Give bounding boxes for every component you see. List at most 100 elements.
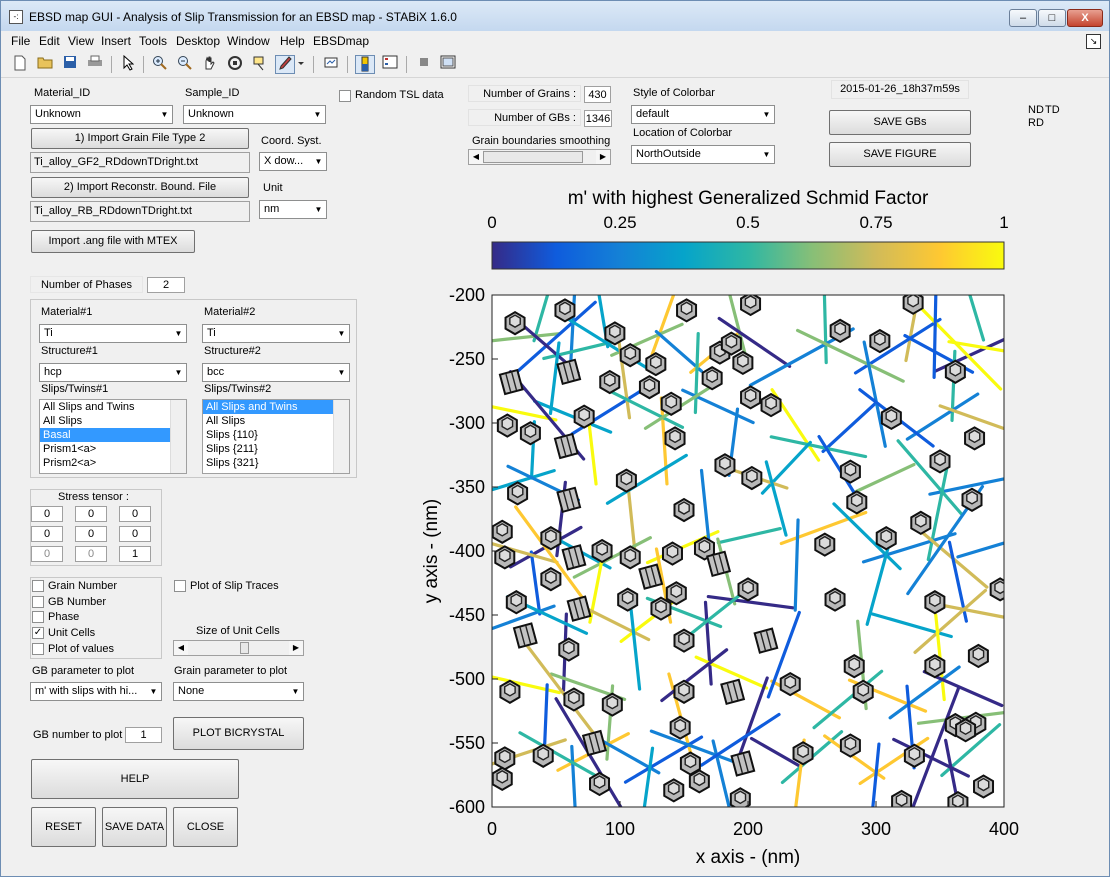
colorbar-style-select[interactable]: default ▼ [631, 105, 775, 124]
stress-cell[interactable]: 0 [75, 526, 107, 542]
gb-smoothing-slider[interactable]: ◀ ▶ [468, 149, 611, 165]
zoom-out-icon[interactable] [175, 55, 195, 74]
link-plot-icon[interactable] [321, 55, 341, 74]
menu-edit[interactable]: Edit [39, 34, 60, 48]
menu-ebsdmap[interactable]: EBSDmap [313, 34, 370, 48]
open-folder-icon[interactable] [35, 55, 55, 74]
unit-cell-size-slider[interactable]: ◀ ▶ [173, 640, 304, 656]
material-id-select[interactable]: Unknown ▼ [30, 105, 173, 124]
pan-hand-icon[interactable] [200, 55, 220, 74]
save-gbs-button[interactable]: SAVE GBs [829, 110, 971, 135]
chevron-right-icon[interactable]: ▶ [596, 150, 610, 164]
material1-select[interactable]: Ti ▼ [39, 324, 187, 343]
menu-desktop[interactable]: Desktop [176, 34, 221, 48]
stress-cell[interactable]: 0 [31, 526, 63, 542]
grain-number-checkbox[interactable] [32, 580, 44, 592]
rotate-3d-icon[interactable] [225, 55, 245, 74]
data-cursor-icon[interactable] [250, 55, 270, 74]
close-window-button[interactable]: X [1067, 9, 1103, 27]
list-item[interactable]: Prism1<a> [43, 443, 97, 455]
stress-cell[interactable]: 0 [119, 526, 151, 542]
brush-icon[interactable] [275, 55, 295, 74]
list-item[interactable]: Basal [40, 428, 186, 442]
list-item[interactable]: All Slips [206, 415, 246, 427]
save-icon[interactable] [60, 55, 80, 74]
legend-icon[interactable] [380, 55, 400, 74]
menu-insert[interactable]: Insert [101, 34, 132, 48]
sample-id-select[interactable]: Unknown ▼ [183, 105, 326, 124]
brush-dropdown-arrow[interactable] [295, 55, 307, 74]
chevron-right-icon[interactable]: ▶ [289, 641, 303, 655]
chevron-left-icon[interactable]: ◀ [174, 641, 188, 655]
gb-number-input[interactable]: 1 [125, 727, 162, 743]
grain-param-select[interactable]: None ▼ [173, 682, 304, 701]
scrollbar[interactable] [170, 400, 186, 473]
pointer-icon[interactable] [118, 54, 138, 74]
print-icon[interactable] [85, 55, 105, 74]
slips1-listbox[interactable]: All Slips and Twins All Slips Basal Pris… [39, 399, 187, 474]
random-tsl-checkbox[interactable] [339, 90, 351, 102]
save-data-button[interactable]: SAVE DATA [102, 807, 167, 847]
colorbar-icon[interactable] [355, 55, 375, 74]
structure1-label: Structure#1 [41, 345, 98, 357]
minimize-button[interactable]: – [1009, 9, 1037, 27]
colorbar-style-label: Style of Colorbar [633, 87, 715, 99]
help-button[interactable]: HELP [31, 759, 239, 799]
menu-window[interactable]: Window [227, 34, 270, 48]
list-item[interactable]: Slips {321} [206, 457, 259, 469]
phase-checkbox[interactable] [32, 611, 44, 623]
slider-thumb[interactable] [483, 151, 583, 163]
number-of-phases-input[interactable]: 2 [147, 277, 185, 293]
structure1-select[interactable]: hcp ▼ [39, 363, 187, 382]
grain-boundary [693, 332, 700, 415]
slider-thumb[interactable] [240, 642, 249, 654]
unit-cells-checkbox[interactable]: ✓ [32, 627, 44, 639]
maximize-button[interactable]: □ [1038, 9, 1066, 27]
plot-values-checkbox[interactable] [32, 643, 44, 655]
hexagonal-unit-cell [540, 526, 562, 551]
import-reconstructed-boundary-button[interactable]: 2) Import Reconstr. Bound. File [31, 177, 249, 198]
chevron-left-icon[interactable]: ◀ [469, 150, 483, 164]
show-plot-tools-icon[interactable] [438, 55, 458, 74]
menu-tools[interactable]: Tools [139, 34, 168, 48]
title-bar[interactable]: -: EBSD map GUI - Analysis of Slip Trans… [1, 1, 1109, 31]
slips2-listbox[interactable]: All Slips and Twins All Slips Slips {110… [202, 399, 350, 474]
import-ang-mtex-button[interactable]: Import .ang file with MTEX [31, 230, 195, 253]
dock-figure-button[interactable]: ↘ [1086, 34, 1101, 49]
save-figure-button[interactable]: SAVE FIGURE [829, 142, 971, 167]
grain-boundary [629, 608, 642, 691]
stress-cell[interactable]: 0 [31, 506, 63, 522]
menu-help[interactable]: Help [280, 34, 305, 48]
stress-cell[interactable]: 0 [75, 506, 107, 522]
stress-cell[interactable]: 1 [119, 546, 151, 562]
new-file-icon[interactable] [10, 55, 30, 74]
scrollbar[interactable] [333, 400, 349, 473]
hexagonal-unit-cell [665, 581, 687, 606]
list-item[interactable]: Slips {211} [206, 443, 258, 455]
menu-file[interactable]: File [11, 34, 31, 48]
list-item[interactable]: All Slips and Twins [43, 401, 135, 413]
list-item[interactable]: All Slips [43, 415, 83, 427]
cubic-unit-cell [512, 622, 538, 649]
gb-param-select[interactable]: m' with slips with hi... ▼ [30, 682, 162, 701]
hide-plot-tools-icon[interactable] [414, 55, 434, 74]
material2-select[interactable]: Ti ▼ [202, 324, 350, 343]
slip-traces-checkbox[interactable] [174, 580, 186, 592]
menu-view[interactable]: View [68, 34, 94, 48]
zoom-in-icon[interactable] [150, 55, 170, 74]
unit-select[interactable]: nm ▼ [259, 200, 327, 219]
coord-syst-select[interactable]: X dow... ▼ [259, 152, 327, 171]
stress-cell[interactable]: 0 [119, 506, 151, 522]
structure2-select[interactable]: bcc ▼ [202, 363, 350, 382]
grain-boundary [504, 300, 597, 383]
import-grain-file-button[interactable]: 1) Import Grain File Type 2 [31, 128, 249, 149]
list-item[interactable]: Prism2<a> [43, 457, 97, 469]
ebsd-map-plot[interactable]: m' with highest Generalized Schmid Facto… [411, 181, 1051, 871]
colorbar-location-select[interactable]: NorthOutside ▼ [631, 145, 775, 164]
list-item[interactable]: Slips {110} [206, 429, 258, 441]
close-button[interactable]: CLOSE [173, 807, 238, 847]
list-item[interactable]: All Slips and Twins [203, 400, 349, 414]
plot-bicrystal-button[interactable]: PLOT BICRYSTAL [173, 717, 304, 750]
gb-number-checkbox[interactable] [32, 596, 44, 608]
reset-button[interactable]: RESET [31, 807, 96, 847]
